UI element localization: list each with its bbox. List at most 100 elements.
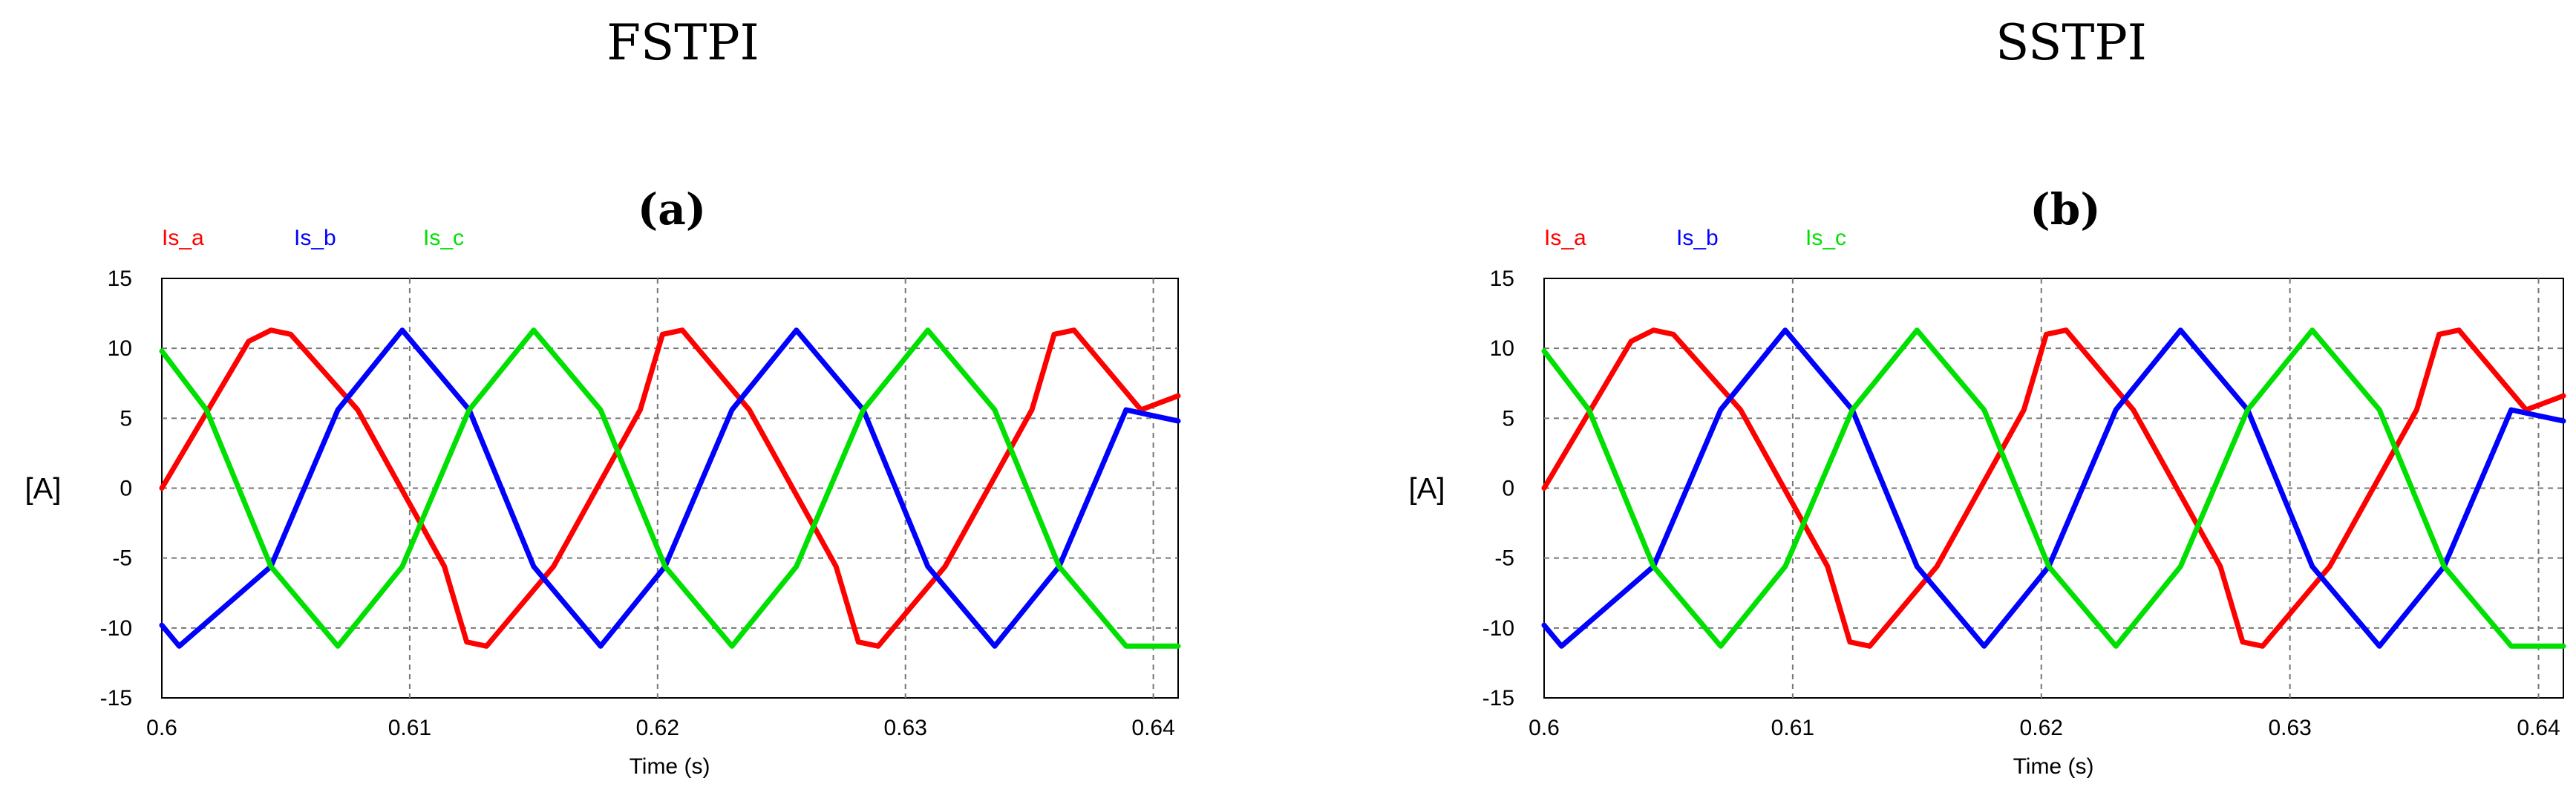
series-is-a xyxy=(1541,327,2566,649)
data-point xyxy=(1850,407,1855,413)
data-point xyxy=(834,564,839,569)
data-point xyxy=(2178,564,2183,569)
data-point xyxy=(2217,564,2223,569)
data-point xyxy=(1175,418,1181,424)
data-point xyxy=(1651,564,1656,569)
data-point xyxy=(2327,564,2333,569)
data-point xyxy=(2046,564,2052,569)
y-tick-label: 5 xyxy=(1502,406,1514,431)
y-axis-label: [A] xyxy=(25,473,62,506)
data-point xyxy=(1629,339,1634,344)
data-point xyxy=(1541,622,1547,628)
data-point xyxy=(2245,407,2250,413)
legend-entry: Is_a xyxy=(162,226,204,250)
data-point xyxy=(2560,418,2566,424)
data-point xyxy=(2376,407,2382,413)
data-point xyxy=(942,564,948,569)
data-point xyxy=(856,639,861,644)
series-is-c xyxy=(1541,327,2566,649)
data-point xyxy=(2240,639,2246,644)
data-point xyxy=(598,407,604,413)
x-tick-label: 0.61 xyxy=(1771,716,1814,740)
x-axis-label: Time (s) xyxy=(630,754,710,779)
data-point xyxy=(442,564,447,569)
data-point xyxy=(288,332,293,337)
data-point xyxy=(729,407,735,413)
data-point xyxy=(1029,407,1035,413)
y-tick-label: -10 xyxy=(1482,616,1514,641)
y-tick-label: 10 xyxy=(1490,336,1514,361)
y-tick-label: -10 xyxy=(100,616,132,641)
data-point xyxy=(992,644,998,649)
panel-label: (b) xyxy=(2030,184,2100,235)
data-point xyxy=(2309,327,2315,333)
data-point xyxy=(1541,486,1547,491)
y-tick-label: -5 xyxy=(112,546,132,571)
data-point xyxy=(925,327,930,333)
data-point xyxy=(1559,644,1564,649)
y-tick-label: -15 xyxy=(100,686,132,711)
data-point xyxy=(335,644,341,649)
data-point xyxy=(399,327,405,333)
data-point xyxy=(925,564,930,569)
series-is-a xyxy=(159,327,1181,649)
data-point xyxy=(662,564,668,569)
data-point xyxy=(2309,564,2315,569)
data-point xyxy=(551,564,556,569)
data-point xyxy=(2414,407,2419,413)
data-point xyxy=(860,407,866,413)
chart-title: FSTPI xyxy=(607,14,759,71)
legend-entry: Is_c xyxy=(423,226,464,250)
x-tick-label: 0.63 xyxy=(2268,716,2311,740)
data-point xyxy=(992,407,998,413)
data-point xyxy=(1847,639,1853,644)
data-point xyxy=(638,407,643,413)
data-point xyxy=(1175,644,1181,649)
panel-label: (a) xyxy=(638,184,706,235)
data-point xyxy=(1670,332,1676,337)
data-point xyxy=(2442,564,2447,569)
data-point xyxy=(159,348,165,354)
data-point xyxy=(1867,644,1872,649)
data-point xyxy=(268,564,274,569)
data-point xyxy=(335,407,341,413)
data-point xyxy=(1782,564,1788,569)
x-axis-label: Time (s) xyxy=(2013,754,2094,779)
y-tick-label: 10 xyxy=(108,336,132,361)
data-point xyxy=(1981,407,1987,413)
chart-panel-fstpi: FSTPI (a) -15 -10 -5 0 5 10 15 0.6 0.61 0.62 0.63 0… xyxy=(25,14,1181,779)
data-point xyxy=(794,327,799,333)
data-point xyxy=(2376,644,2382,649)
data-point xyxy=(2064,327,2069,333)
data-point xyxy=(464,639,469,644)
chart-title: SSTPI xyxy=(1995,14,2147,71)
series-line xyxy=(159,327,1181,649)
data-point xyxy=(1123,644,1129,649)
y-tick-label: -5 xyxy=(1494,546,1514,571)
data-point xyxy=(660,332,665,337)
data-point xyxy=(1071,327,1076,333)
data-point xyxy=(2114,644,2119,649)
data-point xyxy=(177,644,182,649)
y-tick-label: 0 xyxy=(120,477,132,501)
data-point xyxy=(1981,644,1987,649)
data-point xyxy=(2178,327,2183,333)
x-tick-label: 0.63 xyxy=(884,716,927,740)
y-tick-label: -15 xyxy=(1482,686,1514,711)
y-tick-label: 0 xyxy=(1502,477,1514,501)
data-point xyxy=(2260,644,2265,649)
data-point xyxy=(2131,407,2136,413)
x-tick-label: 0.64 xyxy=(1131,716,1174,740)
data-point xyxy=(598,644,604,649)
data-point xyxy=(2456,327,2462,333)
x-tick-label: 0.64 xyxy=(2517,716,2560,740)
data-point xyxy=(484,644,489,649)
series-line xyxy=(1541,327,2566,649)
data-point xyxy=(2021,407,2027,413)
data-point xyxy=(2114,407,2119,413)
data-point xyxy=(159,486,165,491)
data-point xyxy=(1586,407,1592,413)
data-point xyxy=(747,407,752,413)
y-tick-label: 15 xyxy=(1490,267,1514,291)
